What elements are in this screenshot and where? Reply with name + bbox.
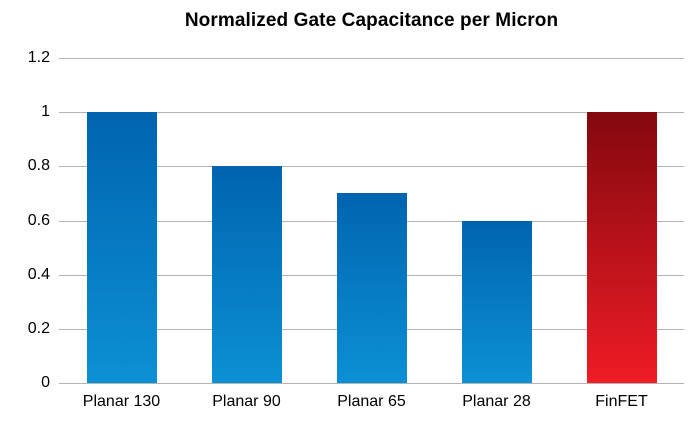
bars-row: [59, 58, 684, 383]
bar-planar-28: [461, 220, 532, 383]
bar-slot-finfet: [559, 58, 684, 383]
y-axis: 1.2 1 0.8 0.6 0.4 0.2 0: [0, 0, 50, 426]
plot-area: [59, 58, 684, 384]
bar-slot-planar-28: [434, 58, 559, 383]
bar-slot-planar-65: [309, 58, 434, 383]
y-tick-label-1: 1: [41, 103, 50, 121]
bar-planar-65: [336, 193, 407, 383]
bar-finfet: [586, 112, 657, 383]
bar-slot-planar-130: [59, 58, 184, 383]
x-tick-label-finfet: FinFET: [595, 393, 648, 410]
gridline-1.2: [59, 58, 684, 59]
gridline-1: [59, 112, 684, 114]
gridline-0.8: [59, 166, 684, 168]
x-axis: Planar 130 Planar 90 Planar 65 Planar 28 Fin…: [59, 391, 684, 412]
gridline-0: [59, 383, 684, 384]
y-tick-label-0.2: 0.2: [27, 319, 50, 337]
bar-planar-90: [211, 166, 282, 383]
chart-title: Normalized Gate Capacitance per Micron: [184, 10, 559, 31]
x-tick-label-planar-28: Planar 28: [462, 393, 531, 410]
x-tick-label-planar-90: Planar 90: [212, 393, 281, 410]
y-tick-label-0.8: 0.8: [27, 157, 50, 175]
y-tick-label-1.2: 1.2: [27, 49, 50, 66]
y-tick-label-0.6: 0.6: [27, 211, 50, 229]
x-tick-label-planar-130: Planar 130: [82, 393, 161, 410]
y-tick-label-0: 0: [41, 374, 50, 391]
bar-slot-planar-90: [184, 58, 309, 383]
bar-planar-130: [86, 112, 157, 383]
y-tick-label-0.4: 0.4: [27, 265, 50, 283]
x-tick-label-planar-65: Planar 65: [337, 393, 406, 410]
